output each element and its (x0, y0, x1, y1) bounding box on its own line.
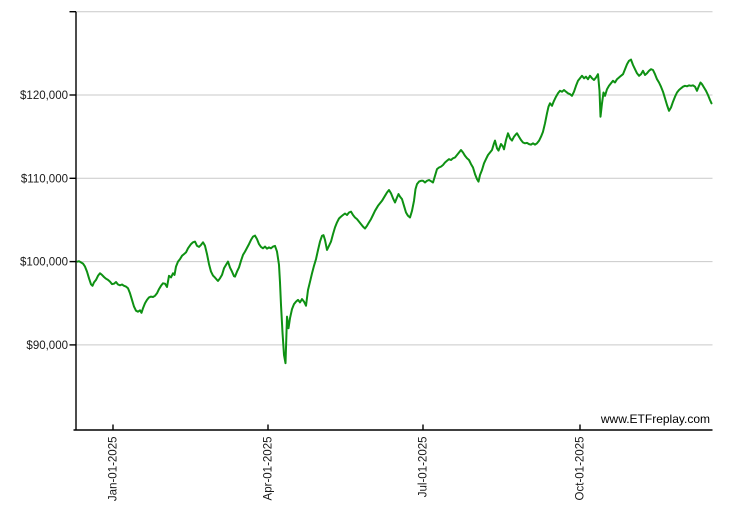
y-tick-label: $90,000 (26, 340, 68, 352)
x-tick-label: Jan-01-2025 (108, 437, 120, 502)
equity-curve-line (76, 58, 713, 365)
y-tick-label: $110,000 (21, 173, 68, 185)
y-tick-label: $100,000 (20, 257, 68, 269)
x-tick-label: Apr-01-2025 (263, 437, 275, 501)
y-tick-label: $120,000 (20, 90, 68, 102)
x-tick-label: Oct-01-2025 (575, 437, 587, 501)
chart-plot-area: $120,000 $110,000 $100,000 $90,000 Jan-01-20… (20, 10, 713, 502)
x-tick-label: Jul-01-2025 (418, 437, 430, 498)
etfreplay-watermark: www.ETFreplay.com (600, 412, 710, 426)
